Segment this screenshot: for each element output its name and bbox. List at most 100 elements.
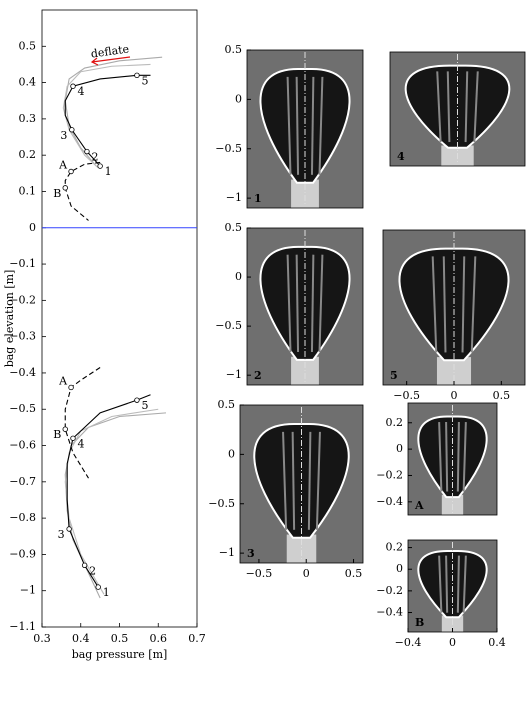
- y-tick-label: −1: [20, 584, 36, 597]
- balloon-rib: [470, 256, 477, 353]
- balloon: [417, 550, 488, 619]
- point-label: 2: [91, 151, 98, 164]
- balloon: [253, 422, 350, 539]
- balloon-rib: [442, 256, 447, 353]
- point-label: 4: [78, 437, 85, 450]
- point: [66, 526, 72, 532]
- y-tick-label: 0: [235, 270, 242, 283]
- point-label: 1: [105, 165, 112, 178]
- x-tick-label: 0.4: [72, 632, 90, 645]
- balloon-rib: [295, 76, 300, 175]
- y-tick-label: 0.5: [225, 221, 243, 234]
- y-tick-label: −0.5: [208, 497, 235, 510]
- balloon-rib: [438, 422, 443, 492]
- x-tick-label: −0.5: [246, 567, 273, 580]
- point: [70, 435, 76, 441]
- balloon-rib: [318, 254, 324, 353]
- curve: [66, 394, 151, 588]
- point-label: B: [53, 187, 61, 200]
- balloon-rib: [456, 555, 460, 613]
- y-tick-label: −1: [219, 546, 235, 559]
- curve: [62, 63, 151, 169]
- y-tick-label: −1: [226, 191, 242, 204]
- point: [70, 83, 76, 89]
- point: [62, 185, 68, 191]
- y-tick-label: 0.4: [19, 76, 37, 89]
- y-tick-label: −0.1: [9, 257, 36, 270]
- balloon-rib: [286, 76, 292, 175]
- point: [68, 168, 74, 175]
- annotation-arrow: [90, 56, 131, 66]
- point-label: 3: [58, 528, 65, 541]
- y-tick-label: −0.4: [376, 606, 403, 619]
- balloon-rib: [436, 71, 442, 143]
- y-tick-label: −0.6: [9, 439, 36, 452]
- balloon-rib: [282, 431, 288, 530]
- point: [69, 127, 75, 133]
- panel-label: 1: [254, 192, 262, 205]
- point: [97, 163, 103, 169]
- point: [84, 148, 90, 155]
- point-label: 2: [89, 564, 96, 577]
- y-tick-label: 0: [235, 92, 242, 105]
- y-tick-label: 0: [29, 221, 36, 234]
- balloon-rib: [307, 431, 312, 530]
- point-label: A: [58, 374, 68, 387]
- balloon-rib: [446, 71, 451, 143]
- balloon: [398, 247, 510, 362]
- balloon-rib: [431, 256, 438, 353]
- y-tick-label: 0.2: [386, 541, 404, 554]
- y-tick-label: −0.5: [215, 142, 242, 155]
- point: [134, 397, 140, 403]
- point: [68, 384, 74, 391]
- y-tick-label: 0.5: [218, 398, 236, 411]
- photo-frame: [239, 404, 364, 564]
- y-tick-label: −0.8: [9, 511, 36, 524]
- x-axis-label: bag pressure [m]: [72, 648, 168, 661]
- y-tick-label: 0: [228, 447, 235, 460]
- balloon-rib: [461, 256, 466, 353]
- balloon-rib: [310, 76, 315, 175]
- balloon-rib: [315, 431, 321, 530]
- y-tick-label: −0.2: [9, 293, 36, 306]
- y-tick-label: 0.2: [19, 148, 37, 161]
- y-tick-label: −0.9: [9, 547, 36, 560]
- balloon-rib: [445, 422, 449, 492]
- curve: [64, 161, 101, 221]
- balloon: [259, 245, 351, 361]
- panel-label: A: [414, 499, 424, 512]
- y-tick-label: −0.5: [9, 402, 36, 415]
- balloon: [259, 67, 351, 184]
- photo-frame: [246, 227, 364, 386]
- y-tick-label: 0.3: [19, 112, 37, 125]
- point-label: 4: [78, 85, 85, 98]
- balloon-rib: [456, 422, 460, 492]
- point: [95, 584, 101, 590]
- y-tick-label: −0.3: [9, 330, 36, 343]
- balloon-rib: [464, 71, 469, 143]
- y-tick-label: −1: [226, 368, 242, 381]
- point-label: 5: [141, 74, 148, 87]
- curve: [64, 74, 151, 167]
- y-tick-label: −0.2: [376, 468, 403, 481]
- balloon-rib: [291, 431, 296, 530]
- photo-frame: [389, 51, 526, 167]
- point: [62, 426, 68, 432]
- y-tick-label: 0: [396, 562, 403, 575]
- x-tick-label: 0.5: [345, 567, 363, 580]
- curve: [64, 56, 163, 167]
- photo-frame: [407, 402, 498, 516]
- y-tick-label: 0.5: [19, 39, 37, 52]
- x-tick-label: 0.5: [493, 389, 511, 402]
- x-tick-label: 0.4: [488, 636, 506, 649]
- x-tick-label: 0: [449, 636, 456, 649]
- point: [81, 562, 88, 568]
- y-tick-label: −0.4: [9, 366, 36, 379]
- point-label: A: [58, 159, 68, 172]
- y-tick-label: −0.4: [376, 495, 403, 508]
- y-tick-label: 0.5: [225, 43, 243, 56]
- panel-label: 4: [397, 150, 405, 163]
- balloon-rib: [462, 422, 467, 492]
- point-label: 5: [141, 399, 148, 412]
